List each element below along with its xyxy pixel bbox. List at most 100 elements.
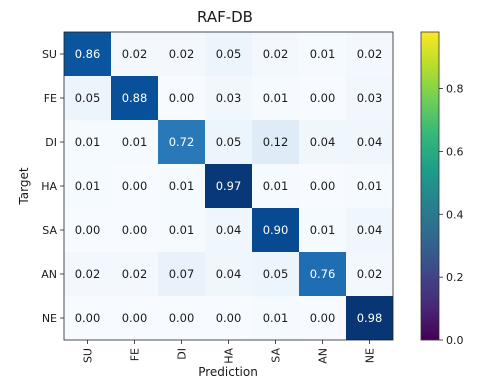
cell-value-label: 0.00 xyxy=(122,223,148,237)
heatmap-cell xyxy=(64,252,111,296)
heatmap-cells: 0.86 0.02 0.02 0.05 0.02 0.01 0.02 0.05 0.88 0.00… xyxy=(63,31,394,341)
colorbar-tick-label: 0.4 xyxy=(446,208,464,221)
heatmap-cell xyxy=(64,296,111,340)
heatmap-cell xyxy=(205,120,252,164)
heatmap-cell xyxy=(64,164,111,208)
heatmap-cell xyxy=(205,208,252,252)
heatmap-cell xyxy=(64,120,111,164)
x-tick-label: DI xyxy=(176,348,189,360)
cell-value-label: 0.03 xyxy=(357,91,383,105)
heatmap-cell xyxy=(346,120,393,164)
heatmap-cell xyxy=(299,252,346,296)
heatmap-cell xyxy=(158,120,205,164)
cell-value-label: 0.01 xyxy=(169,179,195,193)
cell-value-label: 0.04 xyxy=(216,267,242,281)
heatmap-cell xyxy=(346,208,393,252)
colorbar-tick-label: 0.8 xyxy=(446,83,464,96)
heatmap-cell xyxy=(158,32,205,76)
cell-value-label: 0.03 xyxy=(216,91,242,105)
y-tick-label: SA xyxy=(42,224,57,237)
cell-value-label: 0.88 xyxy=(122,91,148,105)
colorbar-tick-label: 0.0 xyxy=(446,334,464,347)
heatmap-cell xyxy=(299,120,346,164)
heatmap-cell xyxy=(252,208,299,252)
heatmap-cell xyxy=(299,32,346,76)
y-axis-ticks: SU FE DI HA SA AN NE xyxy=(41,48,64,325)
colorbar-tick-label: 0.6 xyxy=(446,145,464,158)
heatmap-cell xyxy=(346,32,393,76)
cell-value-label: 0.05 xyxy=(263,267,289,281)
heatmap-cell xyxy=(299,208,346,252)
cell-value-label: 0.86 xyxy=(75,47,101,61)
cell-value-label: 0.00 xyxy=(75,311,101,325)
cell-value-label: 0.04 xyxy=(216,223,242,237)
cell-value-label: 0.00 xyxy=(310,91,336,105)
y-tick-label: DI xyxy=(45,136,57,149)
cell-value-label: 0.72 xyxy=(169,135,195,149)
heatmap-cell xyxy=(205,296,252,340)
heatmap-cell xyxy=(158,208,205,252)
y-axis-label: Target xyxy=(17,167,31,205)
heatmap-cell xyxy=(299,164,346,208)
heatmap-cell xyxy=(64,208,111,252)
cell-value-label: 0.00 xyxy=(75,223,101,237)
heatmap-cell xyxy=(205,252,252,296)
cell-value-label: 0.05 xyxy=(216,135,242,149)
cell-value-label: 0.01 xyxy=(310,47,336,61)
heatmap-cell xyxy=(252,296,299,340)
heatmap-cell xyxy=(346,164,393,208)
heatmap-cell xyxy=(346,76,393,120)
cell-value-label: 0.00 xyxy=(169,91,195,105)
heatmap-cell xyxy=(252,164,299,208)
x-tick-label: SA xyxy=(270,348,283,363)
heatmap-cell xyxy=(111,208,158,252)
cell-value-label: 0.76 xyxy=(310,267,336,281)
cell-value-label: 0.00 xyxy=(216,311,242,325)
cell-value-label: 0.00 xyxy=(310,311,336,325)
cell-value-label: 0.02 xyxy=(263,47,289,61)
heatmap-cell xyxy=(252,32,299,76)
cell-value-label: 0.01 xyxy=(75,179,101,193)
x-tick-label: SU xyxy=(82,348,95,363)
heatmap-cell xyxy=(346,252,393,296)
x-tick-label: AN xyxy=(317,348,330,364)
heatmap-cell xyxy=(158,252,205,296)
chart-title: RAF-DB xyxy=(197,8,253,26)
colorbar xyxy=(420,31,440,341)
cell-value-label: 0.00 xyxy=(310,179,336,193)
heatmap-cell xyxy=(158,76,205,120)
cell-value-label: 0.90 xyxy=(263,223,289,237)
cell-value-label: 0.01 xyxy=(75,135,101,149)
cell-value-label: 0.05 xyxy=(75,91,101,105)
heatmap-cell xyxy=(111,296,158,340)
x-axis-label: Prediction xyxy=(198,365,258,379)
heatmap-cell xyxy=(158,296,205,340)
heatmap-cell xyxy=(111,120,158,164)
y-tick-label: AN xyxy=(41,268,57,281)
heatmap-cell xyxy=(299,76,346,120)
x-axis-ticks: SU FE DI HA SA AN NE xyxy=(82,340,377,364)
cell-value-label: 0.00 xyxy=(122,179,148,193)
heatmap-cell xyxy=(64,76,111,120)
heatmap-cell xyxy=(252,76,299,120)
cell-value-label: 0.04 xyxy=(357,135,383,149)
cell-value-label: 0.01 xyxy=(263,311,289,325)
cell-value-label: 0.00 xyxy=(169,311,195,325)
cell-value-label: 0.04 xyxy=(357,223,383,237)
cell-value-label: 0.01 xyxy=(263,91,289,105)
cell-value-label: 0.02 xyxy=(357,47,383,61)
y-tick-label: FE xyxy=(44,92,57,105)
cell-value-label: 0.01 xyxy=(169,223,195,237)
cell-value-label: 0.01 xyxy=(357,179,383,193)
heatmap-cell xyxy=(111,76,158,120)
heatmap-cell xyxy=(111,252,158,296)
cell-value-label: 0.01 xyxy=(263,179,289,193)
y-tick-label: NE xyxy=(42,312,57,325)
cell-value-label: 0.01 xyxy=(310,223,336,237)
cell-value-label: 0.05 xyxy=(216,47,242,61)
cell-value-label: 0.98 xyxy=(357,311,383,325)
y-tick-label: SU xyxy=(42,48,57,61)
cell-value-label: 0.07 xyxy=(169,267,195,281)
heatmap-cell xyxy=(252,252,299,296)
